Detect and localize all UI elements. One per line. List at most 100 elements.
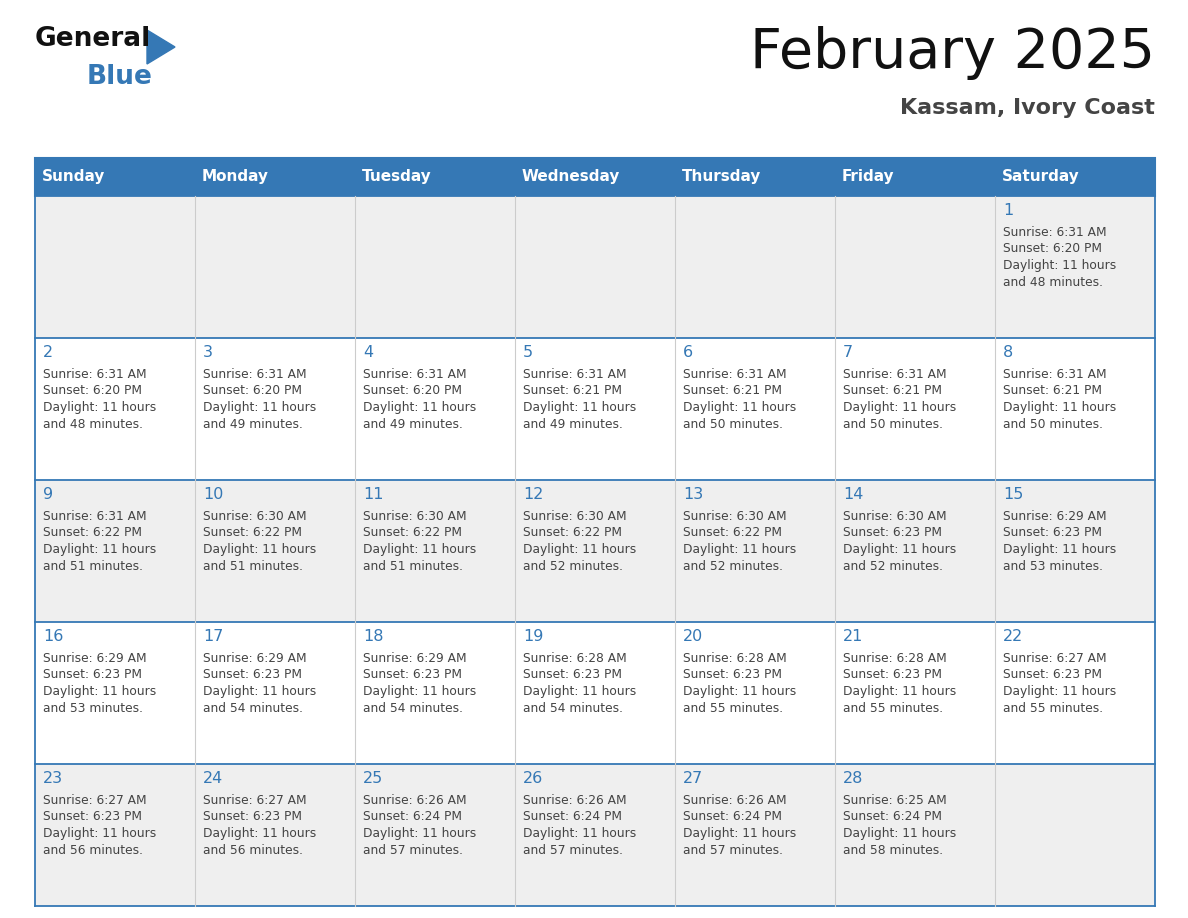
Text: 13: 13 (683, 487, 703, 502)
Text: General: General (34, 26, 151, 52)
Text: 4: 4 (364, 345, 373, 360)
Text: and 54 minutes.: and 54 minutes. (523, 701, 623, 714)
Text: Sunset: 6:20 PM: Sunset: 6:20 PM (203, 385, 302, 397)
Text: February 2025: February 2025 (750, 26, 1155, 80)
Text: Daylight: 11 hours: Daylight: 11 hours (203, 827, 316, 840)
Text: Sunset: 6:23 PM: Sunset: 6:23 PM (1003, 668, 1102, 681)
Text: and 50 minutes.: and 50 minutes. (843, 418, 943, 431)
Text: Sunrise: 6:29 AM: Sunrise: 6:29 AM (364, 652, 467, 665)
Text: Daylight: 11 hours: Daylight: 11 hours (683, 401, 796, 414)
Bar (34, 480, 1155, 622)
Bar (34, 338, 1155, 480)
Text: 18: 18 (364, 629, 384, 644)
Text: and 49 minutes.: and 49 minutes. (523, 418, 623, 431)
Text: Daylight: 11 hours: Daylight: 11 hours (364, 685, 476, 698)
Text: Daylight: 11 hours: Daylight: 11 hours (1003, 685, 1117, 698)
Text: Sunrise: 6:30 AM: Sunrise: 6:30 AM (523, 510, 626, 523)
Text: Sunset: 6:22 PM: Sunset: 6:22 PM (43, 527, 143, 540)
Text: 20: 20 (683, 629, 703, 644)
Text: and 56 minutes.: and 56 minutes. (43, 844, 143, 856)
Text: Sunset: 6:23 PM: Sunset: 6:23 PM (1003, 527, 1102, 540)
Text: 16: 16 (43, 629, 63, 644)
Text: Daylight: 11 hours: Daylight: 11 hours (203, 685, 316, 698)
Text: Blue: Blue (87, 64, 153, 90)
Text: Sunset: 6:21 PM: Sunset: 6:21 PM (523, 385, 623, 397)
Text: Sunrise: 6:28 AM: Sunrise: 6:28 AM (843, 652, 947, 665)
Text: 3: 3 (203, 345, 213, 360)
Polygon shape (147, 30, 175, 64)
Text: Sunrise: 6:30 AM: Sunrise: 6:30 AM (683, 510, 786, 523)
Text: and 49 minutes.: and 49 minutes. (203, 418, 303, 431)
Text: Sunrise: 6:25 AM: Sunrise: 6:25 AM (843, 794, 947, 807)
Text: 19: 19 (523, 629, 543, 644)
Text: Sunset: 6:23 PM: Sunset: 6:23 PM (843, 668, 942, 681)
Text: and 52 minutes.: and 52 minutes. (683, 559, 783, 573)
Text: Sunset: 6:20 PM: Sunset: 6:20 PM (364, 385, 462, 397)
Text: Daylight: 11 hours: Daylight: 11 hours (203, 543, 316, 556)
Text: 1: 1 (1003, 203, 1013, 218)
Bar (516, 158, 675, 196)
Text: Sunrise: 6:30 AM: Sunrise: 6:30 AM (364, 510, 467, 523)
Text: and 57 minutes.: and 57 minutes. (523, 844, 623, 856)
Bar (835, 158, 996, 196)
Text: Thursday: Thursday (682, 170, 762, 185)
Text: Sunrise: 6:26 AM: Sunrise: 6:26 AM (364, 794, 467, 807)
Text: Daylight: 11 hours: Daylight: 11 hours (364, 827, 476, 840)
Text: Sunrise: 6:31 AM: Sunrise: 6:31 AM (683, 368, 786, 381)
Bar (34, 196, 1155, 338)
Text: Sunset: 6:21 PM: Sunset: 6:21 PM (1003, 385, 1102, 397)
Text: 27: 27 (683, 771, 703, 786)
Text: Sunset: 6:21 PM: Sunset: 6:21 PM (683, 385, 782, 397)
Bar (34, 158, 195, 196)
Text: 23: 23 (43, 771, 63, 786)
Text: Friday: Friday (842, 170, 895, 185)
Text: and 57 minutes.: and 57 minutes. (364, 844, 463, 856)
Text: and 58 minutes.: and 58 minutes. (843, 844, 943, 856)
Text: Tuesday: Tuesday (362, 170, 431, 185)
Text: Daylight: 11 hours: Daylight: 11 hours (43, 827, 157, 840)
Bar (996, 158, 1155, 196)
Text: Sunset: 6:23 PM: Sunset: 6:23 PM (43, 668, 143, 681)
Text: Sunrise: 6:31 AM: Sunrise: 6:31 AM (843, 368, 947, 381)
Text: and 51 minutes.: and 51 minutes. (43, 559, 143, 573)
Text: 17: 17 (203, 629, 223, 644)
Text: Daylight: 11 hours: Daylight: 11 hours (683, 685, 796, 698)
Text: 6: 6 (683, 345, 693, 360)
Text: Monday: Monday (202, 170, 268, 185)
Text: and 48 minutes.: and 48 minutes. (1003, 275, 1102, 288)
Text: Sunrise: 6:31 AM: Sunrise: 6:31 AM (364, 368, 467, 381)
Text: Sunset: 6:24 PM: Sunset: 6:24 PM (843, 811, 942, 823)
Text: Sunset: 6:23 PM: Sunset: 6:23 PM (523, 668, 623, 681)
Text: Sunrise: 6:26 AM: Sunrise: 6:26 AM (683, 794, 786, 807)
Text: and 56 minutes.: and 56 minutes. (203, 844, 303, 856)
Text: Sunday: Sunday (42, 170, 106, 185)
Text: and 54 minutes.: and 54 minutes. (203, 701, 303, 714)
Text: and 54 minutes.: and 54 minutes. (364, 701, 463, 714)
Text: and 48 minutes.: and 48 minutes. (43, 418, 143, 431)
Text: Daylight: 11 hours: Daylight: 11 hours (43, 543, 157, 556)
Text: Daylight: 11 hours: Daylight: 11 hours (843, 543, 956, 556)
Text: 8: 8 (1003, 345, 1013, 360)
Text: Sunset: 6:21 PM: Sunset: 6:21 PM (843, 385, 942, 397)
Text: Sunset: 6:22 PM: Sunset: 6:22 PM (683, 527, 782, 540)
Text: Daylight: 11 hours: Daylight: 11 hours (364, 401, 476, 414)
Text: Sunrise: 6:30 AM: Sunrise: 6:30 AM (203, 510, 307, 523)
Text: Sunset: 6:24 PM: Sunset: 6:24 PM (364, 811, 462, 823)
Text: Sunset: 6:24 PM: Sunset: 6:24 PM (523, 811, 623, 823)
Text: and 52 minutes.: and 52 minutes. (523, 559, 623, 573)
Text: Sunset: 6:23 PM: Sunset: 6:23 PM (843, 527, 942, 540)
Text: Daylight: 11 hours: Daylight: 11 hours (43, 401, 157, 414)
Text: Sunrise: 6:27 AM: Sunrise: 6:27 AM (1003, 652, 1107, 665)
Text: Sunrise: 6:31 AM: Sunrise: 6:31 AM (1003, 226, 1107, 239)
Text: Sunset: 6:22 PM: Sunset: 6:22 PM (203, 527, 302, 540)
Text: Daylight: 11 hours: Daylight: 11 hours (523, 827, 637, 840)
Text: Sunrise: 6:31 AM: Sunrise: 6:31 AM (203, 368, 307, 381)
Text: Kassam, Ivory Coast: Kassam, Ivory Coast (901, 98, 1155, 118)
Text: Sunset: 6:22 PM: Sunset: 6:22 PM (364, 527, 462, 540)
Text: Daylight: 11 hours: Daylight: 11 hours (1003, 543, 1117, 556)
Text: and 57 minutes.: and 57 minutes. (683, 844, 783, 856)
Text: 14: 14 (843, 487, 864, 502)
Bar (355, 158, 516, 196)
Text: Sunrise: 6:31 AM: Sunrise: 6:31 AM (1003, 368, 1107, 381)
Text: and 55 minutes.: and 55 minutes. (843, 701, 943, 714)
